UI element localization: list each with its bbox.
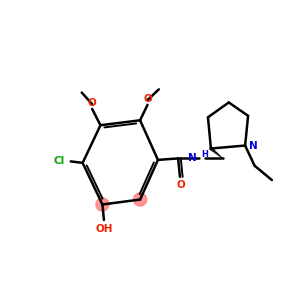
- Text: OH: OH: [95, 224, 113, 234]
- Text: O: O: [144, 94, 152, 103]
- Text: O: O: [177, 180, 185, 190]
- Text: O: O: [88, 98, 97, 108]
- Circle shape: [96, 198, 109, 211]
- Text: N: N: [249, 141, 257, 151]
- Circle shape: [134, 193, 147, 206]
- Text: Cl: Cl: [53, 156, 65, 167]
- Text: H: H: [202, 150, 208, 159]
- Text: N: N: [188, 153, 197, 163]
